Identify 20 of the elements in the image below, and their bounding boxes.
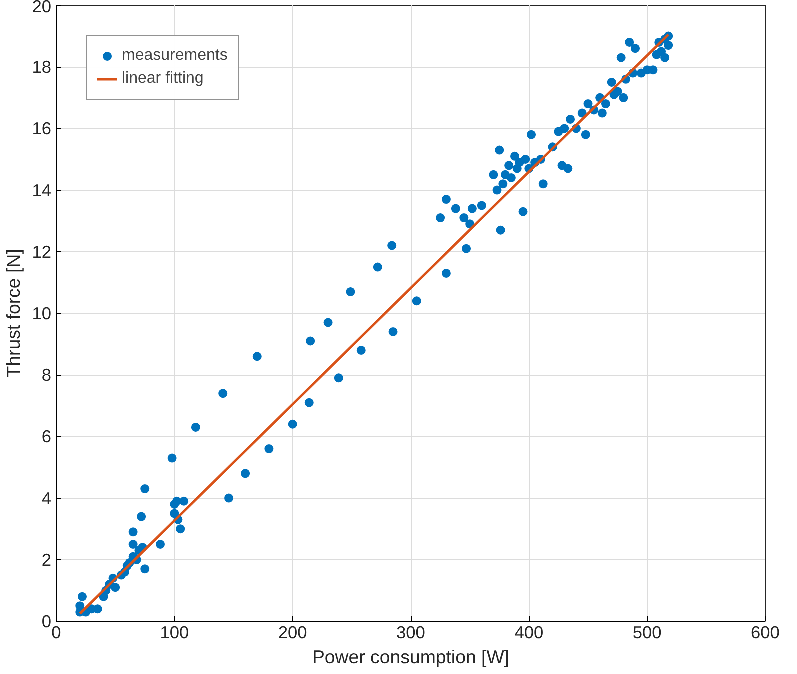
y-tick-label: 20 (32, 0, 52, 16)
y-tick-label: 6 (42, 426, 52, 447)
y-axis-title: Thrust force [N] (3, 249, 24, 378)
x-tick-label: 400 (514, 622, 544, 642)
x-tick-label: 100 (160, 622, 190, 642)
y-tick-label: 8 (42, 365, 52, 386)
x-tick-label: 500 (632, 622, 662, 642)
y-tick-label: 10 (32, 304, 52, 324)
x-tick-label: 300 (396, 622, 426, 642)
y-tick-label: 4 (42, 488, 52, 508)
x-tick-label: 600 (751, 622, 780, 642)
y-tick-label: 14 (32, 180, 52, 200)
x-tick-label: 200 (278, 622, 308, 642)
legend-label: linear fitting (122, 70, 204, 88)
y-tick-label: 12 (32, 242, 52, 262)
y-tick-label: 2 (42, 550, 52, 570)
legend-label: measurements (122, 47, 228, 65)
x-axis-title: Power consumption [W] (312, 646, 510, 668)
y-tick-label: 18 (32, 57, 52, 78)
y-tick-label: 16 (32, 118, 52, 139)
